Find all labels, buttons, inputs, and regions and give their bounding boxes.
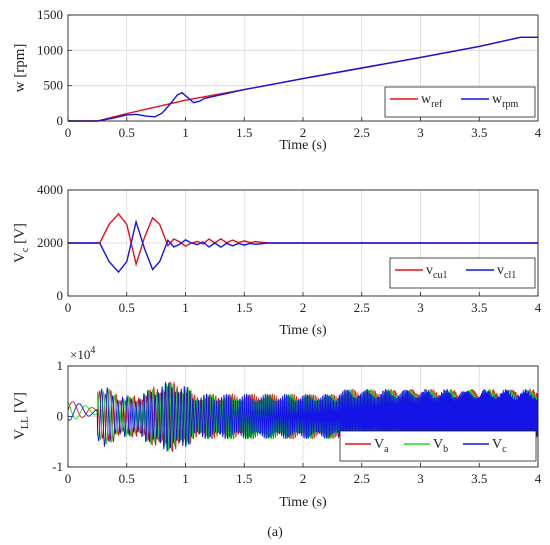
x-tick-label: 3: [417, 471, 424, 486]
line-voltage-panel: 0 0.5 1 1.5 2 2.5 3 3.5 4-101 ×104 VLL [V] Time …: [12, 345, 542, 510]
speed-lines: [68, 36, 538, 122]
y-tick-label: -1: [52, 459, 63, 474]
line-voltage-legend-label-b: Vb: [433, 437, 448, 455]
x-tick-label: 2: [300, 300, 307, 315]
series-line-cl1: [68, 219, 538, 274]
x-tick-label: 1.5: [236, 471, 252, 486]
figure-caption: (a): [267, 525, 283, 540]
line-voltage-legend-label-a: Va: [374, 437, 389, 455]
capacitor-ylabel: Vc [V]: [12, 223, 31, 263]
x-tick-label: 1: [182, 300, 189, 315]
line-voltage-legend: Va Vb Vc: [339, 430, 537, 462]
x-tick-label: 3: [417, 300, 424, 315]
line-voltage-lines: [67, 381, 539, 452]
x-tick-label: 0: [65, 300, 72, 315]
y-tick-label: 0: [57, 288, 64, 303]
y-tick-label: 0: [57, 409, 64, 424]
x-tick-label: 1.5: [236, 300, 252, 315]
line-voltage-legend-box: [339, 430, 537, 462]
speed-legend-box: [384, 86, 536, 118]
line-voltage-ylabel: VLL [V]: [12, 392, 31, 440]
x-tick-label: 1.5: [236, 125, 252, 140]
speed-legend-label-ref: wref: [421, 92, 443, 110]
capacitor-legend: vcu1 vcl1: [389, 257, 536, 289]
x-tick-label: 2.5: [354, 300, 370, 315]
line-voltage-exponent: ×104: [70, 345, 95, 362]
x-tick-label: 1: [182, 125, 189, 140]
line-voltage-legend-label-c: Vc: [492, 437, 507, 455]
y-tick-label: 1500: [37, 7, 63, 22]
x-tick-label: 0: [65, 471, 72, 486]
x-tick-label: 1: [182, 471, 189, 486]
x-tick-label: 3.5: [471, 471, 487, 486]
x-tick-label: 4: [535, 471, 542, 486]
capacitor-tick-labels: 0 0.5 1 1.5 2 2.5 3 3.5 4 0 2000 4000: [37, 182, 542, 315]
capacitor-xlabel: Time (s): [279, 323, 327, 338]
x-tick-label: 3.5: [471, 125, 487, 140]
x-tick-label: 4: [535, 125, 542, 140]
x-tick-label: 2.5: [354, 471, 370, 486]
capacitor-lines: [68, 212, 538, 274]
line-voltage-tick-labels: 0 0.5 1 1.5 2 2.5 3 3.5 4-101: [52, 358, 542, 486]
y-tick-label: 0: [57, 113, 64, 128]
y-tick-label: 4000: [37, 182, 63, 197]
capacitor-voltage-panel: 0 0.5 1 1.5 2 2.5 3 3.5 4 0 2000 4000 Vc [V] Time (…: [12, 182, 542, 338]
speed-xlabel: Time (s): [279, 138, 327, 153]
y-tick-label: 1000: [37, 42, 63, 57]
speed-tick-labels: 0 0.5 1 1.5 2 2.5 3 3.5 4 0 500 1000 1500: [37, 7, 542, 140]
x-tick-label: 0.5: [119, 125, 135, 140]
x-tick-label: 2: [300, 125, 307, 140]
capacitor-legend-label-cu1: vcu1: [426, 263, 447, 281]
x-tick-label: 3.5: [471, 300, 487, 315]
y-tick-label: 2000: [37, 235, 63, 250]
speed-ylabel: w [rpm]: [12, 44, 28, 93]
x-tick-label: 2.5: [354, 125, 370, 140]
y-tick-label: 1: [57, 358, 64, 373]
x-tick-label: 0.5: [119, 300, 135, 315]
x-tick-label: 0: [65, 125, 72, 140]
x-tick-label: 0.5: [119, 471, 135, 486]
capacitor-legend-box: [389, 257, 536, 289]
series-line-Vc: [67, 381, 539, 452]
speed-legend: wref wrpm: [384, 86, 536, 118]
capacitor-legend-label-cl1: vcl1: [497, 263, 516, 281]
x-tick-label: 4: [535, 300, 542, 315]
speed-panel: 0 0.5 1 1.5 2 2.5 3 3.5 4 0 500 1000 1500 w [rpm] Ti…: [12, 7, 542, 153]
series-line-rpm: [68, 36, 538, 122]
y-tick-label: 500: [44, 78, 64, 93]
x-tick-label: 3: [417, 125, 424, 140]
x-tick-label: 2: [300, 471, 307, 486]
line-voltage-xlabel: Time (s): [279, 495, 327, 510]
speed-legend-label-rpm: wrpm: [492, 92, 518, 110]
